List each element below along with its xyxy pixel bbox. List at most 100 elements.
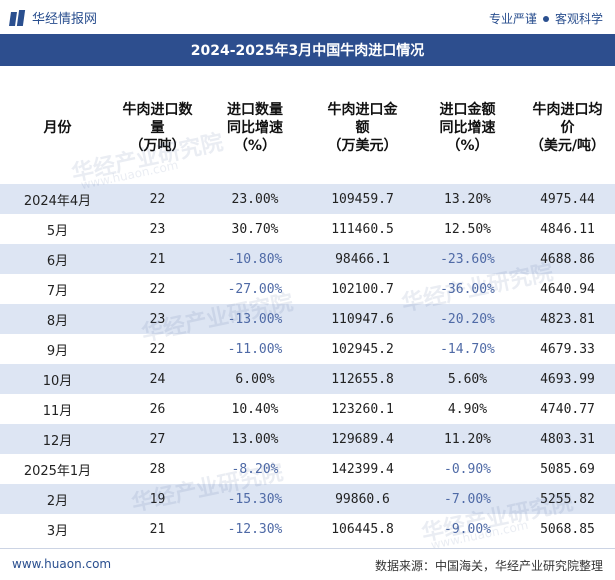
cell-average-price: 4640.94: [540, 281, 595, 297]
cell-month: 11月: [42, 403, 73, 419]
cell-quantity-yoy: -12.30%: [227, 521, 283, 537]
table-row: 2月 19 -15.30% 99860.6 -7.00% 5255.82: [0, 484, 615, 514]
cell-amount: 110947.6: [331, 311, 394, 327]
cell-quantity-yoy: -8.20%: [231, 461, 279, 477]
cell-month: 12月: [42, 433, 73, 449]
cell-average-price: 4823.81: [540, 311, 595, 327]
page-title: 2024-2025年3月中国牛肉进口情况: [0, 34, 615, 66]
huajing-logo-icon: [9, 9, 26, 26]
brand-logo[interactable]: 华经情报网: [9, 8, 98, 27]
cell-amount-yoy: -23.60%: [440, 251, 495, 267]
cell-amount-yoy: -14.70%: [440, 341, 495, 357]
cell-quantity: 26: [149, 401, 166, 417]
cell-average-price: 4846.11: [540, 221, 595, 237]
cell-quantity: 28: [149, 461, 166, 477]
cell-average-price: 5068.85: [540, 521, 595, 537]
cell-amount: 109459.7: [331, 191, 394, 207]
cell-quantity-yoy: -27.00%: [227, 281, 283, 297]
cell-amount-yoy: 13.20%: [444, 191, 491, 207]
cell-average-price: 4803.31: [540, 431, 595, 447]
header-month: 月份: [43, 120, 72, 136]
header-amount: 牛肉进口金 额 （万美元）: [327, 102, 398, 154]
table-row: 5月 23 30.70% 111460.5 12.50% 4846.11: [0, 214, 615, 244]
slogan-part-1: 专业严谨: [488, 12, 537, 26]
cell-quantity-yoy: 23.00%: [231, 191, 279, 207]
cell-amount: 129689.4: [331, 431, 394, 447]
cell-quantity-yoy: -11.00%: [227, 341, 283, 357]
slogan-dot-icon: [542, 15, 549, 22]
cell-quantity-yoy: -10.80%: [227, 251, 283, 267]
cell-month: 7月: [46, 283, 69, 299]
header-quantity-yoy: 进口数量 同比增速 （%）: [227, 102, 283, 154]
footer-site-link[interactable]: www.huaon.com: [12, 557, 112, 571]
cell-amount-yoy: -7.00%: [444, 491, 491, 507]
cell-average-price: 5085.69: [540, 461, 595, 477]
cell-quantity: 23: [149, 221, 166, 237]
cell-amount: 102945.2: [331, 341, 394, 357]
table-header: 月份 牛肉进口数 量 （万吨） 进口数量 同比增速 （%） 牛肉进口金 额 （万…: [0, 72, 615, 184]
page-footer: www.huaon.com 数据来源：中国海关，华经产业研究院整理: [0, 548, 615, 580]
cell-quantity: 21: [149, 251, 166, 267]
cell-quantity: 27: [149, 431, 166, 447]
table-row: 2024年4月 22 23.00% 109459.7 13.20% 4975.44: [0, 184, 615, 214]
slogan-part-2: 客观科学: [554, 12, 603, 26]
cell-quantity: 22: [149, 281, 166, 297]
cell-amount-yoy: 4.90%: [447, 401, 488, 417]
table-row: 8月 23 -13.00% 110947.6 -20.20% 4823.81: [0, 304, 615, 334]
cell-month: 2月: [46, 493, 69, 509]
cell-amount-yoy: -20.20%: [440, 311, 495, 327]
cell-quantity: 19: [149, 491, 166, 507]
cell-month: 3月: [46, 523, 69, 539]
cell-amount: 99860.6: [335, 491, 390, 507]
table-row: 2025年1月 28 -8.20% 142399.4 -0.90% 5085.69: [0, 454, 615, 484]
cell-average-price: 4975.44: [540, 191, 595, 207]
cell-quantity-yoy: 30.70%: [231, 221, 279, 237]
cell-amount-yoy: 12.50%: [444, 221, 491, 237]
cell-amount-yoy: 5.60%: [447, 371, 488, 387]
cell-month: 2025年1月: [23, 463, 92, 479]
cell-amount-yoy: -0.90%: [444, 461, 491, 477]
top-bar: 华经情报网 专业严谨 客观科学: [0, 0, 615, 34]
cell-month: 9月: [46, 343, 69, 359]
cell-amount: 112655.8: [331, 371, 394, 387]
cell-quantity: 23: [149, 311, 166, 327]
cell-amount: 106445.8: [331, 521, 394, 537]
table-row: 6月 21 -10.80% 98466.1 -23.60% 4688.86: [0, 244, 615, 274]
cell-amount: 102100.7: [331, 281, 394, 297]
cell-average-price: 4688.86: [540, 251, 595, 267]
data-table: 月份 牛肉进口数 量 （万吨） 进口数量 同比增速 （%） 牛肉进口金 额 （万…: [0, 72, 615, 544]
header-quantity: 牛肉进口数 量 （万吨）: [122, 102, 193, 154]
cell-average-price: 4679.33: [540, 341, 595, 357]
cell-quantity: 24: [149, 371, 166, 387]
cell-month: 6月: [46, 253, 69, 269]
cell-quantity-yoy: -13.00%: [227, 311, 283, 327]
cell-amount: 98466.1: [335, 251, 390, 267]
cell-amount: 142399.4: [331, 461, 394, 477]
cell-amount: 123260.1: [331, 401, 394, 417]
table-row: 7月 22 -27.00% 102100.7 -36.00% 4640.94: [0, 274, 615, 304]
brand-slogan: 专业严谨 客观科学: [489, 10, 603, 27]
table-row: 3月 21 -12.30% 106445.8 -9.00% 5068.85: [0, 514, 615, 544]
cell-amount-yoy: 11.20%: [444, 431, 491, 447]
cell-amount: 111460.5: [331, 221, 394, 237]
cell-month: 8月: [46, 313, 69, 329]
table-row: 12月 27 13.00% 129689.4 11.20% 4803.31: [0, 424, 615, 454]
cell-quantity-yoy: -15.30%: [227, 491, 283, 507]
table-row: 10月 24 6.00% 112655.8 5.60% 4693.99: [0, 364, 615, 394]
cell-quantity-yoy: 6.00%: [235, 371, 275, 387]
cell-quantity: 22: [149, 341, 166, 357]
table-row: 11月 26 10.40% 123260.1 4.90% 4740.77: [0, 394, 615, 424]
header-amount-yoy: 进口金额 同比增速 （%）: [439, 102, 496, 154]
cell-month: 5月: [46, 223, 69, 239]
cell-quantity: 22: [149, 191, 166, 207]
cell-average-price: 5255.82: [540, 491, 595, 507]
cell-quantity: 21: [149, 521, 166, 537]
table-row: 9月 22 -11.00% 102945.2 -14.70% 4679.33: [0, 334, 615, 364]
header-average-price: 牛肉进口均 价 （美元/吨）: [529, 102, 606, 154]
footer-source: 数据来源：中国海关，华经产业研究院整理: [374, 559, 603, 573]
cell-month: 2024年4月: [23, 193, 92, 209]
cell-quantity-yoy: 13.00%: [231, 431, 279, 447]
cell-quantity-yoy: 10.40%: [231, 401, 279, 417]
brand-name: 华经情报网: [32, 12, 98, 27]
cell-average-price: 4693.99: [540, 371, 595, 387]
